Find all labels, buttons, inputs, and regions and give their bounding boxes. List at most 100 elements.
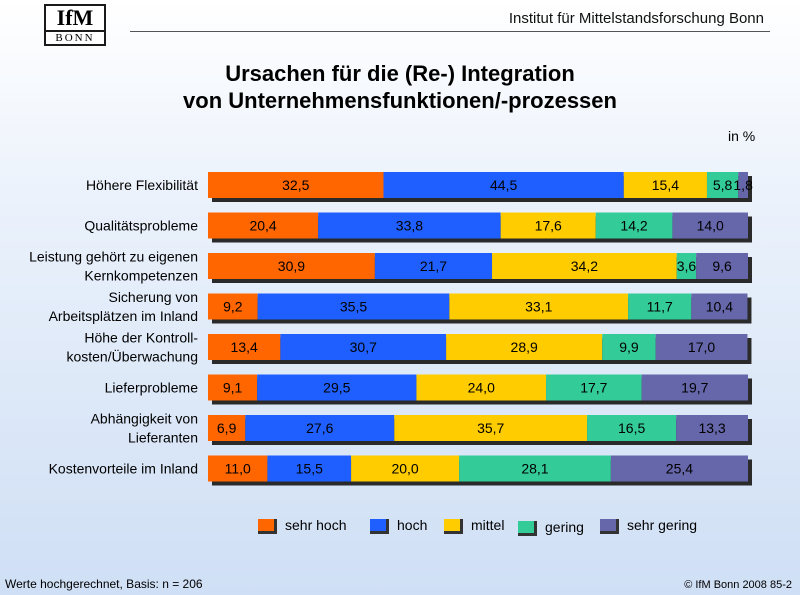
data-label: 9,9 — [619, 339, 639, 355]
legend-item: hoch — [370, 517, 427, 534]
bar-segment-sehr-gering — [696, 253, 748, 279]
bar-segment-gering — [459, 455, 611, 482]
legend-label: gering — [545, 519, 584, 535]
bar-segment-sehr-hoch — [208, 293, 258, 320]
legend-item: gering — [518, 519, 584, 536]
logo-text-bottom: BONN — [46, 30, 104, 45]
bar-segment-hoch — [383, 172, 624, 198]
data-label: 33,8 — [396, 218, 423, 234]
bar-segment-hoch — [280, 334, 447, 360]
bar-segment-sehr-gering — [610, 455, 748, 482]
data-label: 17,7 — [580, 380, 607, 396]
category-label: Sicherung von Arbeitsplätzen im Inland — [49, 289, 198, 324]
data-label: 10,4 — [706, 299, 733, 315]
institute-name: Institut für Mittelstandsforschung Bonn — [508, 10, 764, 27]
header-divider — [130, 31, 770, 32]
data-label: 17,0 — [688, 339, 715, 355]
category-label: Höhe der Kontroll-kosten/Überwachung — [66, 330, 198, 365]
bar-segment-sehr-hoch — [208, 212, 319, 239]
data-label: 13,4 — [231, 339, 258, 355]
legend-swatch — [600, 518, 619, 534]
bar-segment-sehr-hoch — [208, 455, 268, 482]
data-label: 1,8 — [733, 177, 753, 193]
bar-segment-sehr-hoch — [208, 172, 384, 198]
data-label: 27,6 — [306, 420, 333, 436]
data-label: 24,0 — [468, 380, 495, 396]
bar-segment-sehr-gering — [672, 212, 748, 239]
bar-segment-mittel — [500, 212, 596, 239]
unit-label: in % — [728, 128, 756, 144]
data-label: 44,5 — [490, 177, 517, 193]
category-label: Abhängigkeit von Lieferanten — [91, 411, 198, 446]
bar-segment-gering — [546, 374, 642, 401]
data-label: 15,5 — [296, 461, 323, 477]
data-label: 33,1 — [525, 299, 552, 315]
data-label: 20,0 — [391, 461, 418, 477]
bar-segment-sehr-gering — [691, 293, 748, 320]
bar-segment-sehr-gering — [676, 415, 748, 441]
data-label: 5,8 — [713, 177, 733, 193]
bar-segment-mittel — [492, 253, 677, 279]
chart-title-line1: Ursachen für die (Re-) Integration — [225, 61, 575, 86]
legend-item: sehr gering — [600, 517, 697, 534]
data-label: 14,0 — [697, 218, 724, 234]
bar-segment-sehr-gering — [655, 334, 748, 360]
bar-segment-gering — [587, 415, 677, 441]
bar-segment-mittel — [351, 455, 460, 482]
bar-segment-mittel — [449, 293, 629, 320]
bar-segment-gering — [676, 253, 697, 279]
legend-item: mittel — [444, 517, 504, 534]
bar-segment-gering — [628, 293, 692, 320]
bar-segment-mittel — [623, 172, 707, 198]
legend-label: mittel — [471, 517, 505, 533]
bar-segment-sehr-gering — [738, 172, 748, 198]
bar-segment-sehr-hoch — [208, 415, 246, 441]
data-label: 20,4 — [249, 218, 276, 234]
data-label: 30,7 — [350, 339, 377, 355]
data-label: 16,5 — [618, 420, 645, 436]
bar-segment-sehr-gering — [641, 374, 748, 401]
data-label: 35,7 — [477, 420, 504, 436]
bar-segment-mittel — [416, 374, 547, 401]
legend-label: sehr gering — [627, 517, 698, 533]
data-label: 21,7 — [420, 258, 447, 274]
data-label: 30,9 — [278, 258, 305, 274]
data-label: 35,5 — [340, 299, 367, 315]
data-label: 11,7 — [647, 299, 673, 315]
data-label: 32,5 — [282, 177, 309, 193]
data-label: 9,1 — [223, 380, 243, 396]
data-label: 3,6 — [677, 258, 697, 274]
bar-segment-gering — [706, 172, 739, 198]
category-label: Kostenvorteile im Inland — [49, 461, 198, 477]
data-label: 17,6 — [535, 218, 562, 234]
data-label: 28,1 — [521, 461, 548, 477]
legend-label: sehr hoch — [285, 517, 347, 533]
category-label: Qualitätsprobleme — [84, 218, 198, 234]
data-label: 9,2 — [223, 299, 243, 315]
legend-swatch — [258, 518, 277, 534]
data-label: 29,5 — [323, 380, 350, 396]
bar-segment-hoch — [257, 374, 417, 401]
data-label: 9,6 — [712, 258, 732, 274]
data-label: 19,7 — [681, 380, 708, 396]
data-label: 25,4 — [666, 461, 693, 477]
legend-swatch — [370, 518, 389, 534]
bar-segment-hoch — [374, 253, 493, 279]
data-label: 11,0 — [225, 461, 251, 477]
category-label: Lieferprobleme — [105, 380, 199, 396]
bar-segment-gering — [595, 212, 673, 239]
legend-item: sehr hoch — [258, 517, 346, 534]
chart-title-line2: von Unternehmensfunktionen/-prozessen — [183, 88, 617, 113]
logo-text-top: IfM — [56, 5, 94, 30]
bar-segment-hoch — [245, 415, 395, 441]
bar-segment-mittel — [446, 334, 603, 360]
bar-segment-hoch — [267, 455, 352, 482]
data-label: 14,2 — [620, 218, 647, 234]
data-label: 15,4 — [652, 177, 679, 193]
bar-segment-sehr-hoch — [208, 374, 258, 401]
category-label: Höhere Flexibilität — [86, 177, 198, 193]
bar-segment-hoch — [318, 212, 501, 239]
data-label: 28,9 — [511, 339, 538, 355]
chart-title: Ursachen für die (Re-) Integration von U… — [0, 60, 800, 114]
